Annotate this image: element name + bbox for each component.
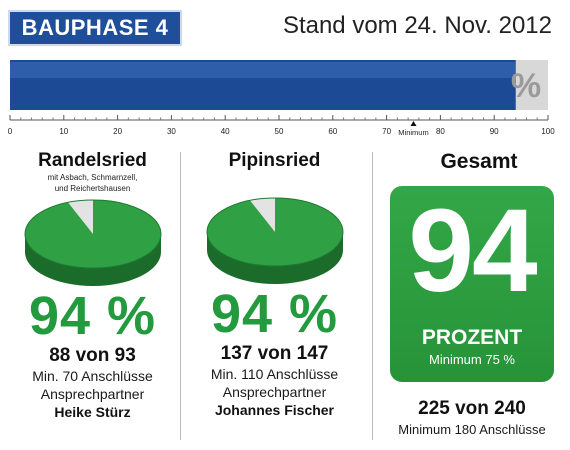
pie-rim bbox=[24, 199, 161, 269]
column-divider bbox=[372, 152, 373, 440]
pie-rim bbox=[206, 197, 343, 267]
scale-tick-label: 0 bbox=[8, 127, 13, 136]
scale-tick-label: 60 bbox=[328, 127, 337, 136]
district-pipinsried: Pipinsried 94 % 137 von 147 Min. 110 Ans… bbox=[192, 150, 357, 419]
scale-tick-label: 40 bbox=[221, 127, 230, 136]
district-count: 88 von 93 bbox=[49, 345, 136, 366]
pie-side bbox=[206, 232, 343, 284]
contact-name: Johannes Fischer bbox=[214, 402, 335, 418]
column-divider bbox=[180, 152, 181, 440]
progress-chart: % 0 10 20 30 40 50 60 70 80 90 100 Minimum bbox=[8, 60, 555, 137]
scale-tick-label: 90 bbox=[490, 127, 499, 136]
district-count: 137 von 147 bbox=[220, 343, 329, 364]
district-minimum: Min. 110 Anschlüsse bbox=[210, 366, 339, 382]
total-unit-label: PROZENT bbox=[421, 326, 523, 349]
scale-tick-label: 100 bbox=[541, 127, 555, 136]
phase-badge: BAUPHASE 4 bbox=[8, 10, 182, 46]
total-minimum-percent: Minimum 75 % bbox=[429, 352, 515, 367]
total-percent-box: 94 PROZENT Minimum 75 % bbox=[390, 186, 554, 382]
status-date: Stand vom 24. Nov. 2012 bbox=[282, 12, 552, 39]
total-minimum-connections: Minimum 180 Anschlüsse bbox=[398, 422, 546, 437]
scale-tick-label: 30 bbox=[167, 127, 176, 136]
district-minimum: Min. 70 Anschlüsse bbox=[32, 368, 153, 384]
district-title: Pipinsried bbox=[228, 150, 321, 171]
pie-slice-connected bbox=[24, 200, 161, 268]
pie-slice-connected bbox=[206, 198, 343, 266]
progress-bar-highlight bbox=[10, 62, 516, 78]
district-randelsried: Randelsried mit Asbach, Schmarnzell, und… bbox=[10, 150, 175, 421]
total-title: Gesamt bbox=[440, 150, 518, 173]
scale-tick-label: 50 bbox=[275, 127, 284, 136]
contact-label: Ansprechpartner bbox=[40, 386, 145, 402]
scale-tick-label: 10 bbox=[59, 127, 68, 136]
district-percent: 94 % bbox=[210, 284, 339, 344]
scale-tick-label: 80 bbox=[436, 127, 445, 136]
total-count: 225 von 240 bbox=[418, 398, 526, 419]
minimum-marker bbox=[410, 121, 417, 126]
pie-chart-pipinsried bbox=[206, 197, 343, 284]
district-subtitle-line: mit Asbach, Schmarnzell, bbox=[47, 173, 138, 182]
pie-side bbox=[24, 234, 161, 286]
district-percent: 94 % bbox=[28, 286, 157, 346]
total-big-number: 94 bbox=[408, 185, 537, 317]
progress-percent-symbol: % bbox=[511, 67, 541, 105]
pie-chart-randelsried bbox=[24, 199, 161, 286]
contact-name: Heike Stürz bbox=[54, 404, 131, 420]
scale-tick-label: 70 bbox=[382, 127, 391, 136]
district-subtitle-line: und Reichertshausen bbox=[54, 184, 131, 193]
scale-tick-label: 20 bbox=[113, 127, 122, 136]
minimum-label: Minimum bbox=[398, 128, 428, 137]
contact-label: Ansprechpartner bbox=[222, 384, 327, 400]
district-title: Randelsried bbox=[38, 150, 147, 171]
